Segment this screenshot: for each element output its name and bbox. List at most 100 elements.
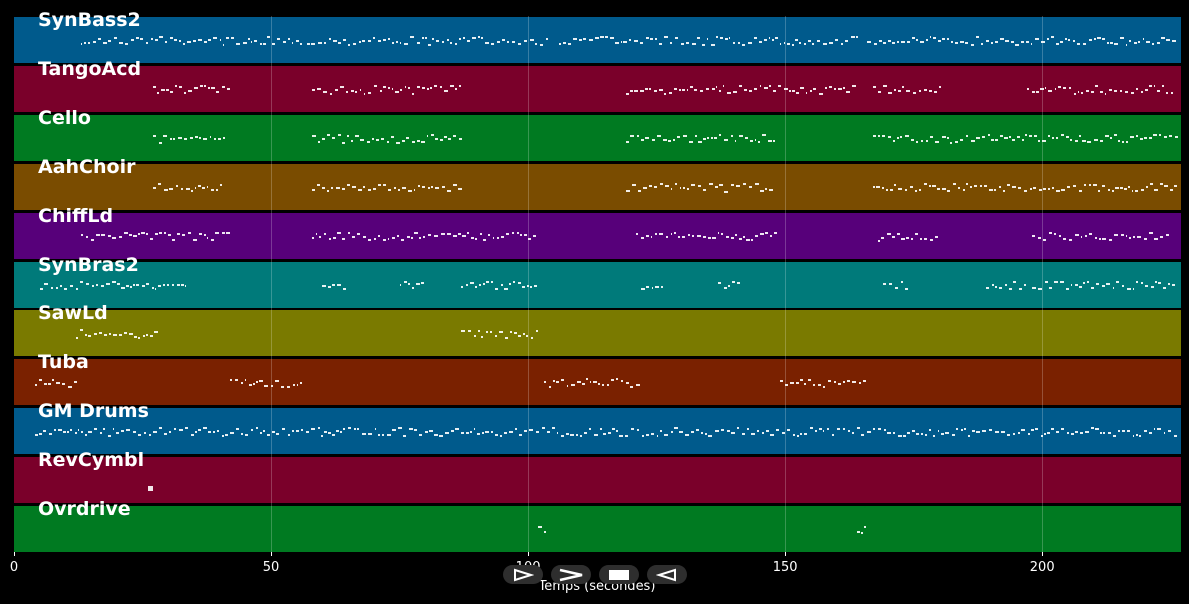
note xyxy=(206,236,209,239)
note xyxy=(136,37,139,40)
note xyxy=(784,383,788,386)
note xyxy=(287,434,290,436)
note xyxy=(499,331,503,333)
note xyxy=(1099,431,1102,434)
note xyxy=(416,140,421,143)
note xyxy=(1070,138,1073,141)
note xyxy=(633,90,638,93)
note xyxy=(459,37,461,40)
note xyxy=(1049,232,1053,235)
note xyxy=(916,433,920,436)
note xyxy=(1162,287,1167,290)
note xyxy=(877,135,880,138)
play-outline-button[interactable] xyxy=(503,565,543,584)
fast-forward-button[interactable] xyxy=(551,565,591,584)
note xyxy=(1072,185,1077,188)
note xyxy=(1017,135,1021,138)
note xyxy=(178,85,182,88)
note xyxy=(392,41,395,44)
note xyxy=(646,434,649,437)
note xyxy=(1159,236,1164,239)
note xyxy=(976,430,980,433)
note xyxy=(113,333,117,336)
note xyxy=(657,134,661,137)
note xyxy=(1140,281,1143,284)
note xyxy=(198,39,202,42)
note xyxy=(1060,40,1063,43)
note xyxy=(670,233,673,236)
note xyxy=(174,85,177,88)
note xyxy=(970,140,975,143)
note xyxy=(505,232,510,235)
note xyxy=(141,232,145,234)
note xyxy=(726,91,731,94)
note xyxy=(602,384,605,387)
note xyxy=(593,381,598,384)
note xyxy=(1043,187,1047,190)
note xyxy=(210,239,215,242)
note xyxy=(296,384,299,387)
note xyxy=(900,280,904,283)
note xyxy=(1038,139,1040,142)
note xyxy=(419,433,423,436)
note xyxy=(783,42,786,45)
note xyxy=(957,186,961,189)
note xyxy=(490,280,493,283)
note xyxy=(787,43,790,46)
note xyxy=(1102,237,1106,240)
note xyxy=(897,233,900,236)
note xyxy=(133,335,137,338)
note xyxy=(768,36,771,39)
note xyxy=(960,428,963,431)
note xyxy=(210,189,215,192)
note xyxy=(641,139,645,142)
note xyxy=(873,428,875,431)
note xyxy=(543,530,546,533)
note xyxy=(48,382,52,385)
note xyxy=(152,187,156,190)
note xyxy=(842,428,845,431)
note xyxy=(108,333,112,336)
note xyxy=(929,89,933,92)
note xyxy=(679,89,681,92)
note xyxy=(1026,87,1029,90)
note xyxy=(107,39,111,42)
note xyxy=(404,85,407,88)
note xyxy=(271,431,275,434)
note xyxy=(202,427,207,430)
note xyxy=(43,429,46,432)
note xyxy=(988,428,993,431)
note xyxy=(132,284,135,287)
note xyxy=(755,234,759,237)
note xyxy=(920,41,925,44)
note xyxy=(847,429,851,432)
note xyxy=(882,186,885,189)
note xyxy=(410,36,414,39)
note xyxy=(795,39,799,42)
note xyxy=(873,42,878,45)
note xyxy=(1148,85,1152,88)
note xyxy=(337,231,341,234)
note xyxy=(563,41,567,44)
note xyxy=(758,41,762,44)
note xyxy=(812,384,816,387)
note xyxy=(660,430,663,433)
note xyxy=(803,42,806,45)
note xyxy=(1138,40,1141,43)
note xyxy=(320,434,323,437)
note xyxy=(1024,284,1027,287)
rewind-button[interactable] xyxy=(647,565,687,584)
note xyxy=(1080,236,1083,239)
track-name: SynBras2 xyxy=(38,253,139,276)
note xyxy=(599,427,603,430)
note xyxy=(636,428,640,431)
note xyxy=(690,431,694,434)
note xyxy=(1072,40,1076,43)
note xyxy=(906,90,910,93)
note xyxy=(1119,90,1123,93)
note xyxy=(903,434,907,437)
note xyxy=(583,37,587,40)
stop-button[interactable] xyxy=(599,565,639,584)
note xyxy=(681,88,685,91)
note xyxy=(491,42,494,45)
